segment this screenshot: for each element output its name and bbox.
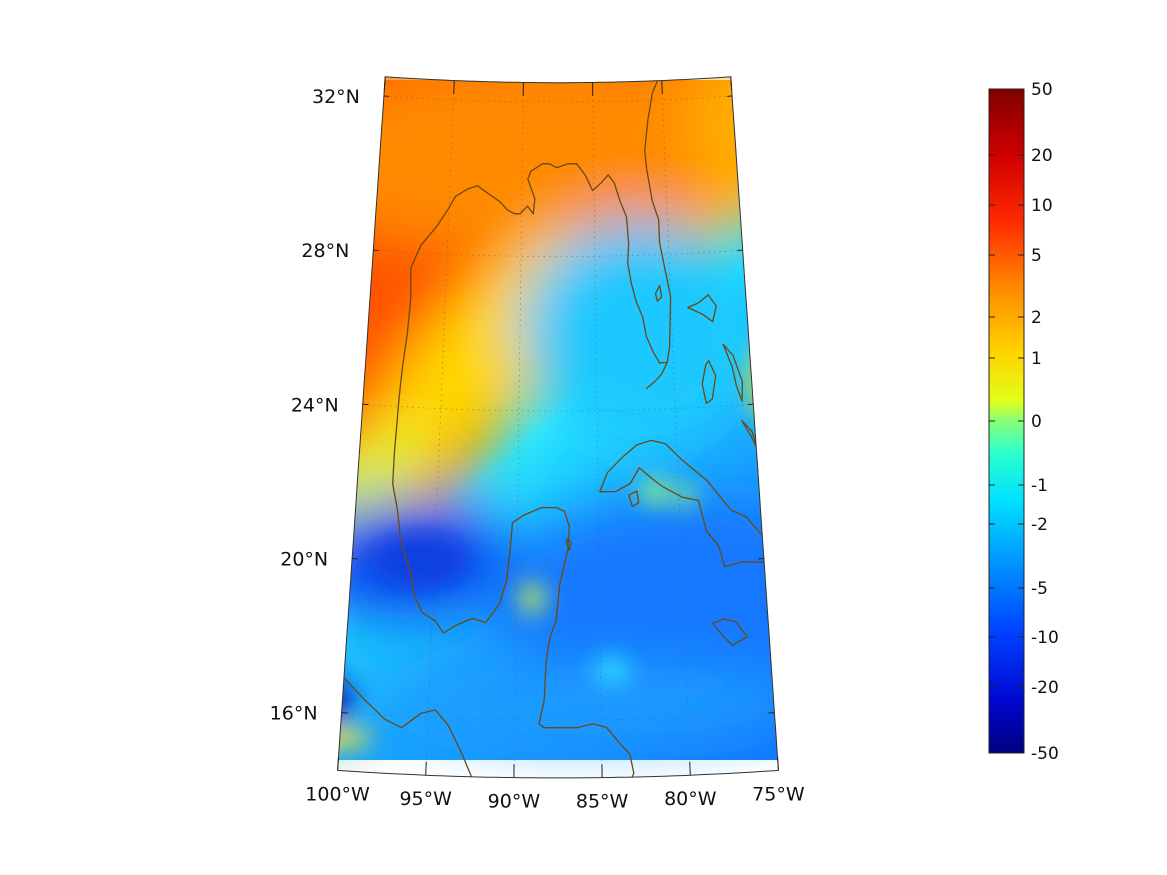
coastlines: [343, 80, 779, 778]
lat-tick-label: 16°N: [270, 703, 318, 725]
lon-tick-top: [453, 80, 455, 95]
colorbar-tick-label: 0: [1031, 412, 1042, 432]
lon-tick-label: 85°W: [576, 791, 629, 813]
coastline-okeechobee: [654, 284, 663, 302]
lon-tick-top: [661, 80, 663, 95]
colorbar-tick-label: 20: [1031, 146, 1053, 166]
lon-tick-bottom: [337, 756, 340, 771]
longitude-labels: 100°W 95°W 90°W 85°W 80°W 75°W: [305, 783, 805, 812]
lon-tick-bottom: [425, 761, 427, 776]
lon-gridline: [425, 80, 455, 776]
lon-tick-bottom: [689, 761, 691, 776]
lat-tick-label: 24°N: [291, 394, 339, 416]
lon-tick-top: [383, 76, 386, 91]
lon-gridline: [513, 82, 524, 778]
colorbar-tick-label: -2: [1031, 515, 1048, 535]
lat-gridline: [362, 404, 754, 412]
lon-tick-top: [730, 76, 733, 91]
colorbar-tick-label: -20: [1031, 678, 1059, 698]
map-frame-ticks: [337, 76, 779, 778]
coastline-bahamas1: [687, 294, 717, 323]
coastline-bahamas3: [722, 343, 744, 402]
coastline-jamaica: [712, 618, 748, 647]
lat-tick-label: 32°N: [312, 86, 360, 108]
coastline-keys: [645, 361, 668, 390]
colorbar-tick-label: -5: [1031, 579, 1048, 599]
anomaly-field: [337, 76, 779, 760]
lon-tick-bottom: [776, 756, 779, 771]
coastline-gulf: [406, 80, 672, 364]
latitude-labels: 32°N 28°N 24°N 20°N 16°N: [270, 86, 360, 725]
colorbar-tick-label: -10: [1031, 628, 1059, 648]
lat-tick-label: 20°N: [280, 548, 328, 570]
coastline-bahamas2: [701, 359, 717, 404]
colorbar-tick-label: 1: [1031, 349, 1042, 369]
coastline-hispaniola: [773, 559, 779, 624]
colorbar-tick-label: -50: [1031, 744, 1059, 764]
lon-gridline: [592, 82, 603, 778]
colorbar-tick-label: 2: [1031, 308, 1042, 328]
lon-tick-label: 80°W: [664, 788, 717, 810]
colorbar-tick-label: 5: [1031, 246, 1042, 266]
lon-tick-label: 100°W: [305, 783, 370, 805]
lon-tick-label: 90°W: [488, 791, 541, 813]
lon-tick-label: 75°W: [752, 783, 805, 805]
coastline-cozumel: [565, 537, 572, 551]
coastline-pacific: [343, 677, 473, 778]
colorbar-tick-label: -1: [1031, 476, 1048, 496]
colorbar-tick-label: 50: [1031, 80, 1053, 100]
lat-gridline: [341, 712, 775, 721]
lon-gridline: [661, 80, 691, 776]
lat-tick-label: 28°N: [301, 240, 349, 262]
colorbar-tick-label: 10: [1031, 196, 1053, 216]
lat-gridline: [373, 249, 743, 257]
coastline-isleyouth: [628, 490, 640, 508]
lon-tick-label: 95°W: [399, 788, 452, 810]
coastline-mexico: [392, 332, 635, 778]
